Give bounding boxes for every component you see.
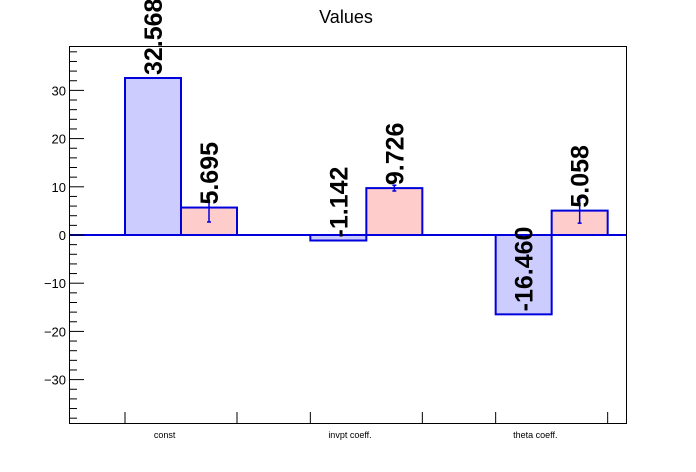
data-label-2-1: 5.695 <box>196 142 224 205</box>
data-label-2-3: 5.058 <box>567 145 595 208</box>
data-label-1-3: -16.460 <box>511 227 539 312</box>
x-category-label: theta coeff. <box>513 430 557 440</box>
bar-1-1 <box>124 77 182 236</box>
x-category-label: invpt coeff. <box>328 430 371 440</box>
axis-layer: −30 −20 −10 0 10 20 30 const invpt coeff. theta c… <box>44 51 626 440</box>
y-tick-label: 20 <box>52 132 66 147</box>
y-tick-label: 10 <box>52 180 66 195</box>
data-label-1-2: -1.142 <box>325 167 353 238</box>
bar-1-3 <box>494 234 553 316</box>
y-tick-label: −20 <box>44 324 66 339</box>
y-tick-label: 30 <box>52 83 66 98</box>
y-tick-label: −10 <box>44 276 66 291</box>
bars-layer <box>124 77 609 316</box>
bar-2-2 <box>365 187 424 236</box>
data-label-1-1: 32.568 <box>140 0 168 75</box>
data-label-2-2: 9.726 <box>381 123 409 186</box>
y-tick-label: −30 <box>44 373 66 388</box>
plot-frame <box>69 46 627 424</box>
y-tick-label: 0 <box>59 228 66 243</box>
chart-title: Values <box>319 7 373 27</box>
x-category-label: const <box>154 430 176 440</box>
labels-layer: 32.568 5.695 -1.142 9.726 -16.460 5.058 <box>140 0 595 311</box>
